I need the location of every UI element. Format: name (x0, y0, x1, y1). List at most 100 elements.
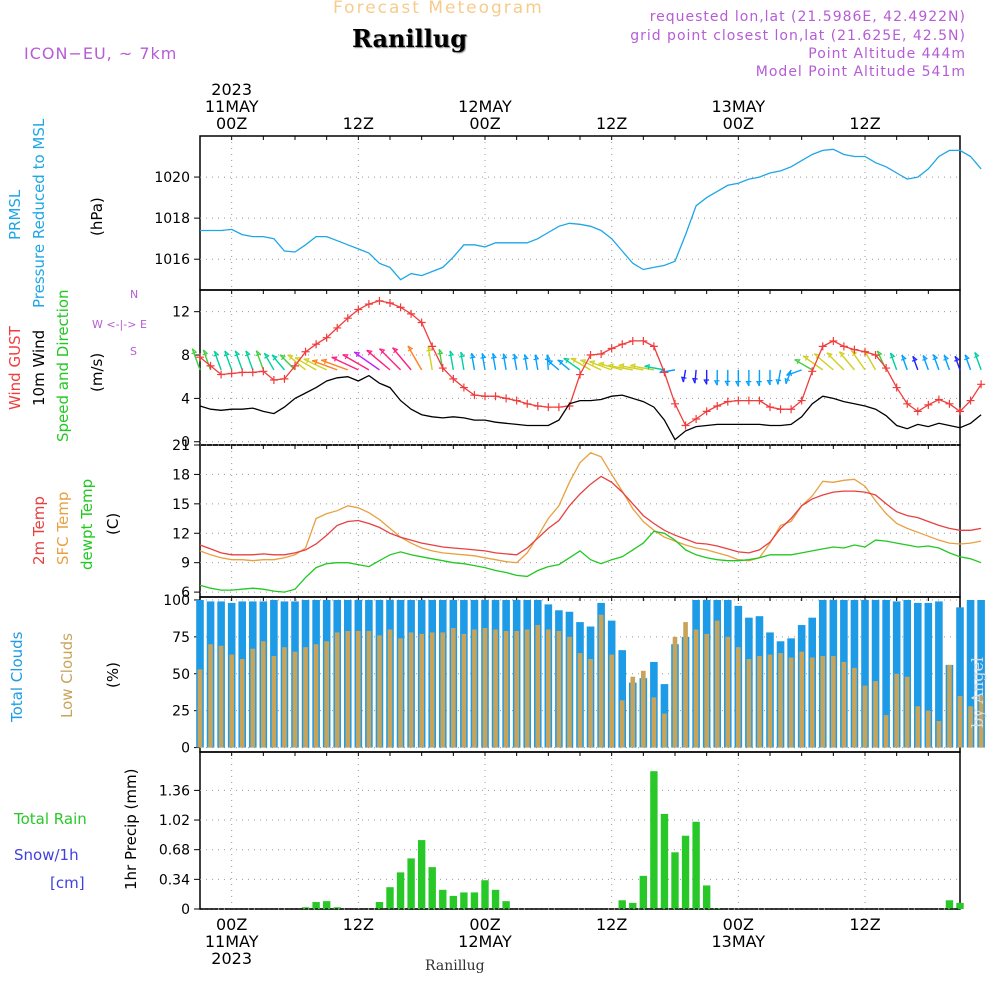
time-label: 13MAY (712, 97, 766, 116)
gust-marker (576, 370, 584, 379)
wind-arrow-head (680, 376, 687, 383)
series-2m-temp (199, 475, 982, 556)
bar-low-clouds (313, 644, 319, 748)
bar-low-clouds (883, 715, 889, 748)
compass-we: W <-|-> E (92, 318, 147, 331)
wind-arrow-head (379, 348, 386, 355)
wind-arrow (202, 349, 212, 371)
wind-arrow (513, 353, 518, 370)
time-label: 12Z (849, 114, 880, 133)
bar-rain (322, 901, 331, 909)
bar-low-clouds (387, 629, 393, 748)
gust-marker (871, 351, 880, 360)
requested-coords: requested lon,lat (21.5986E, 42.4922N) (649, 9, 966, 25)
bar-low-clouds (482, 628, 488, 748)
wind-arrow-head (784, 377, 791, 384)
y-tick-label: 18 (172, 467, 190, 483)
gust-marker (607, 344, 616, 353)
wind-arrow-head (354, 351, 361, 358)
bar-rain (439, 889, 447, 909)
wind-arrow-head (342, 354, 349, 360)
total-clouds-label: Total Clouds (8, 631, 26, 722)
time-label: 00Z (216, 114, 247, 133)
bar-total-clouds (913, 602, 922, 748)
wind10-label: 10m Wind (30, 329, 48, 406)
bar-low-clouds (503, 630, 509, 748)
dewpt-label: dewpt Temp (78, 478, 96, 570)
gust-marker (818, 342, 827, 351)
time-label: 12Z (596, 915, 627, 934)
bar-rain (702, 885, 711, 909)
wind-arrow (523, 354, 528, 370)
bar-low-clouds (662, 713, 667, 748)
y-tick-label: 1020 (154, 170, 190, 186)
gust-marker (628, 336, 637, 345)
model-label: ICON−EU, ~ 7km (24, 44, 178, 63)
wind-arrow (922, 355, 929, 371)
wind-arrow (263, 352, 275, 371)
wind-arrow-head (255, 350, 262, 357)
wind-arrow (213, 350, 222, 371)
series-pressure (200, 148, 982, 281)
wind-arrow-head (331, 356, 338, 362)
chart-subtitle: Forecast Meteogram (333, 0, 544, 18)
gust-marker (755, 396, 764, 405)
y-tick-label: 25 (172, 704, 190, 720)
bar-low-clouds (419, 633, 424, 748)
gust-marker (238, 368, 247, 377)
bar-low-clouds (197, 669, 203, 748)
bar-low-clouds (282, 647, 287, 748)
sfc-label: SFC Temp (54, 491, 72, 565)
gust-marker (259, 367, 268, 376)
wind-arrow-head (922, 354, 928, 361)
bar-low-clouds (239, 659, 245, 748)
wind-arrow-head (263, 352, 270, 359)
bar-total-clouds (618, 650, 627, 748)
wind-arrow-head (244, 350, 251, 357)
series-sfc-temp (199, 452, 982, 564)
bar-rain (681, 835, 690, 909)
y-tick-label: 1.02 (159, 813, 190, 829)
gust-marker (892, 383, 901, 392)
wind-arrow (777, 369, 782, 385)
bar-rain (301, 907, 310, 909)
time-label: 00Z (469, 915, 500, 934)
wind-arrow-head (618, 363, 625, 369)
bar-low-clouds (778, 653, 783, 748)
gust-marker (417, 318, 426, 327)
wind-arrow (974, 352, 982, 371)
bar-low-clouds (356, 630, 361, 748)
wind-arrow-head (544, 354, 551, 360)
wind-arrow-head (724, 380, 731, 387)
point-altitude: Point Altitude 444m (808, 46, 966, 62)
gust-marker (903, 399, 912, 408)
gust-marker (269, 375, 278, 384)
bar-low-clouds (493, 629, 498, 748)
wind-arrow (954, 356, 961, 371)
gust-marker (861, 347, 869, 356)
bar-rain (650, 771, 658, 909)
gust-marker (966, 396, 975, 405)
wind-arrow-head (490, 353, 497, 359)
gust-marker (206, 361, 215, 370)
gust-marker (459, 383, 468, 392)
wind-arrow-head (563, 357, 570, 364)
wind-arrow-head (557, 359, 564, 366)
bar-rain (481, 880, 489, 909)
bar-low-clouds (429, 632, 435, 748)
bar-low-clouds (704, 633, 709, 748)
compass-s: S (130, 345, 137, 358)
wind-arrow-head (775, 378, 782, 385)
time-label: 00Z (469, 114, 500, 133)
gust-marker (502, 394, 511, 403)
wind-arrow-head (459, 351, 465, 358)
bar-low-clouds (746, 659, 752, 748)
snow-label: Snow/1h (14, 846, 79, 864)
gust-marker (671, 399, 679, 408)
t2m-label: 2m Temp (30, 496, 48, 565)
bar-low-clouds (535, 625, 541, 748)
wind-arrow-head (392, 347, 399, 354)
wind-arrow (279, 354, 296, 371)
wind-arrow (889, 352, 898, 371)
